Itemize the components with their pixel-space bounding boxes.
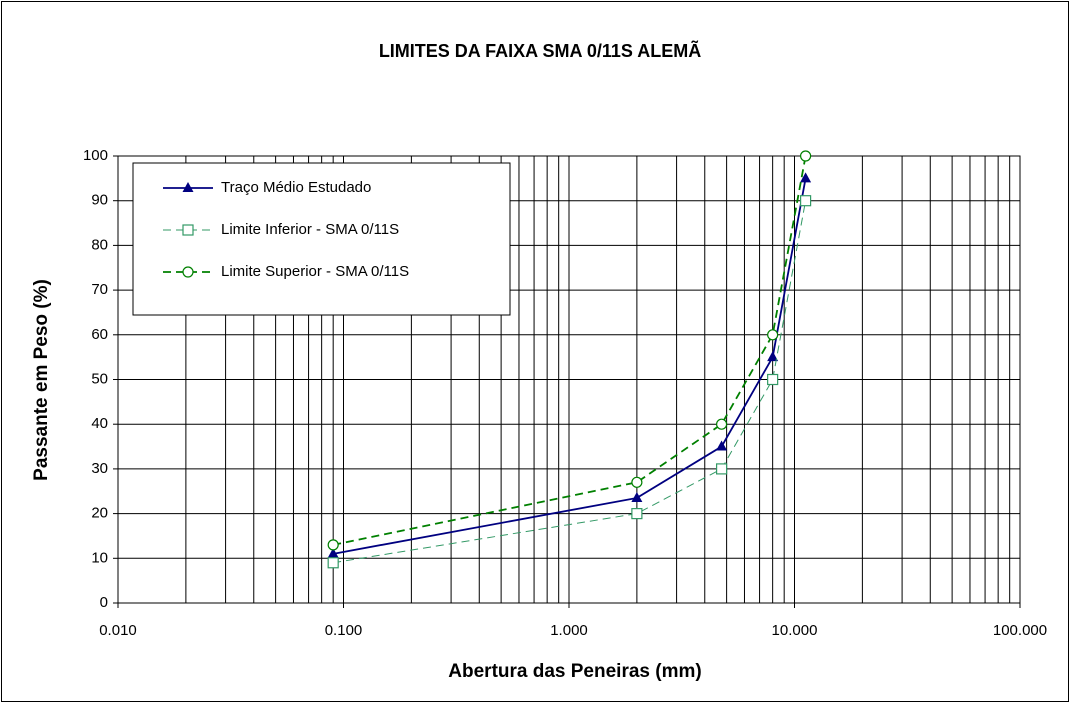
y-tick-label: 70 — [91, 281, 108, 298]
marker — [327, 547, 339, 558]
y-tick-label: 10 — [91, 549, 108, 566]
marker — [631, 491, 643, 502]
x-tick-label: 10.000 — [772, 622, 818, 639]
legend-label: Limite Superior - SMA 0/11S — [221, 263, 409, 280]
y-tick-label: 20 — [91, 505, 108, 522]
marker — [715, 463, 728, 475]
x-tick-label: 1.000 — [550, 622, 588, 639]
y-tick-label: 0 — [100, 594, 108, 611]
legend-marker — [182, 266, 194, 278]
marker — [631, 508, 643, 520]
y-tick-label: 80 — [91, 236, 108, 253]
legend-marker — [182, 224, 194, 236]
y-tick-label: 100 — [83, 147, 108, 164]
series-line — [333, 155, 807, 546]
legend-label: Limite Inferior - SMA 0/11S — [221, 221, 399, 238]
y-tick-label: 30 — [91, 460, 108, 477]
marker — [767, 351, 779, 362]
marker — [716, 440, 728, 451]
marker — [715, 418, 728, 430]
marker — [767, 329, 779, 341]
legend-label: Traço Médio Estudado — [221, 179, 371, 196]
marker — [800, 172, 812, 183]
legend-marker — [182, 182, 194, 192]
y-tick-label: 50 — [91, 370, 108, 387]
x-tick-label: 100.000 — [993, 622, 1047, 639]
marker — [799, 150, 812, 162]
x-tick-label: 0.100 — [325, 622, 363, 639]
y-tick-label: 40 — [91, 415, 108, 432]
marker — [327, 557, 339, 569]
y-tick-label: 90 — [91, 192, 108, 209]
y-tick-label: 60 — [91, 326, 108, 343]
y-axis-label: Passante em Peso (%) — [31, 279, 52, 481]
x-tick-label: 0.010 — [99, 622, 137, 639]
marker — [799, 195, 812, 207]
marker — [767, 373, 779, 386]
marker — [631, 476, 643, 488]
marker — [327, 539, 339, 551]
x-axis-label: Abertura das Peneiras (mm) — [448, 661, 701, 682]
chart-title: LIMITES DA FAIXA SMA 0/11S ALEMÃ — [379, 40, 701, 61]
